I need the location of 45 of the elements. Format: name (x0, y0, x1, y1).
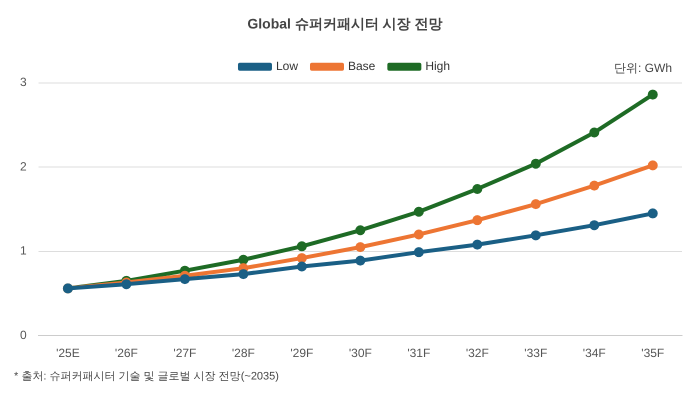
point (414, 247, 424, 258)
point (180, 274, 190, 284)
point (355, 242, 366, 252)
x-tick-label: '27F (173, 346, 196, 360)
y-tick-label: 1 (20, 244, 27, 258)
x-tick-label: '26F (114, 346, 138, 360)
point (648, 160, 658, 170)
legend-label: Low (276, 59, 298, 74)
chart-title: Global 슈퍼커패시터 시장 전망 (247, 15, 443, 32)
point (355, 256, 366, 266)
point (648, 208, 658, 218)
point (589, 128, 600, 138)
x-tick-label: '25E (56, 346, 80, 360)
x-tick-label: '29F (290, 346, 314, 360)
point (355, 225, 366, 236)
point (296, 253, 307, 264)
x-tick-label: '28F (232, 346, 255, 360)
point (472, 184, 482, 194)
text: * 출처: 슈퍼커패시터 기술 및 글로벌 시장 전망(~2035) (14, 370, 279, 383)
x-tick-label: '33F (524, 346, 548, 360)
point (530, 230, 541, 240)
y-tick-label: 0 (20, 328, 27, 342)
point (530, 158, 541, 169)
point (414, 229, 424, 240)
point (472, 215, 482, 226)
point (530, 199, 541, 210)
point (589, 180, 600, 191)
x-tick-label: '35F (641, 346, 664, 360)
point (589, 220, 600, 230)
text: 단위: GWh (614, 61, 672, 76)
x-tick-label: '32F (466, 346, 489, 360)
y-tick-label: 3 (20, 75, 27, 90)
legend-label: High (425, 59, 450, 74)
x-tick-label: '31F (407, 346, 430, 360)
point (296, 262, 307, 272)
x-tick-label: '30F (348, 346, 372, 360)
point (648, 90, 658, 100)
x-tick-label: '34F (582, 346, 606, 360)
y-tick-label: 2 (20, 159, 27, 174)
point (296, 241, 307, 252)
point (472, 240, 482, 250)
point (414, 206, 424, 217)
legend-label: Base (348, 59, 376, 74)
point (238, 269, 248, 280)
point (238, 254, 248, 265)
